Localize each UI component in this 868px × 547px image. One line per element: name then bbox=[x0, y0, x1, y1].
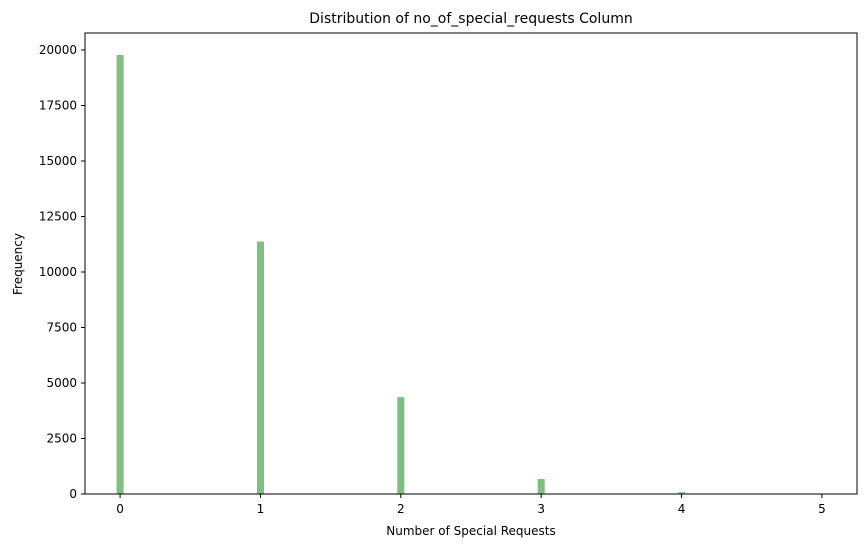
x-tick-label: 4 bbox=[678, 502, 686, 516]
plot-frame bbox=[84, 32, 858, 495]
y-tick-label: 2500 bbox=[46, 432, 77, 446]
y-tick-label: 20000 bbox=[39, 43, 77, 57]
x-axis-label: Number of Special Requests bbox=[386, 524, 555, 538]
bar-0 bbox=[116, 54, 124, 495]
bar-3 bbox=[537, 479, 545, 494]
y-tick-label: 10000 bbox=[39, 265, 77, 279]
y-tick-label: 12500 bbox=[39, 210, 77, 224]
x-tick-label: 5 bbox=[818, 502, 826, 516]
y-tick-label: 7500 bbox=[46, 321, 77, 335]
x-axis-ticks: 0 1 2 3 4 5 bbox=[116, 494, 826, 516]
bar-1 bbox=[256, 241, 264, 494]
x-tick-label: 2 bbox=[397, 502, 405, 516]
bars-group bbox=[116, 54, 826, 495]
bar-4 bbox=[678, 492, 686, 494]
y-tick-label: 15000 bbox=[39, 154, 77, 168]
x-tick-label: 3 bbox=[537, 502, 545, 516]
y-tick-label: 0 bbox=[69, 487, 77, 501]
chart-title: Distribution of no_of_special_requests C… bbox=[309, 11, 632, 27]
x-tick-label: 1 bbox=[257, 502, 265, 516]
bar-2 bbox=[397, 397, 405, 494]
x-tick-label: 0 bbox=[116, 502, 124, 516]
y-tick-label: 17500 bbox=[39, 99, 77, 113]
y-axis-label: Frequency bbox=[11, 233, 25, 295]
y-tick-label: 5000 bbox=[46, 376, 77, 390]
y-axis-ticks: 0 2500 5000 7500 10000 12500 15000 17500 20000 bbox=[39, 43, 85, 501]
